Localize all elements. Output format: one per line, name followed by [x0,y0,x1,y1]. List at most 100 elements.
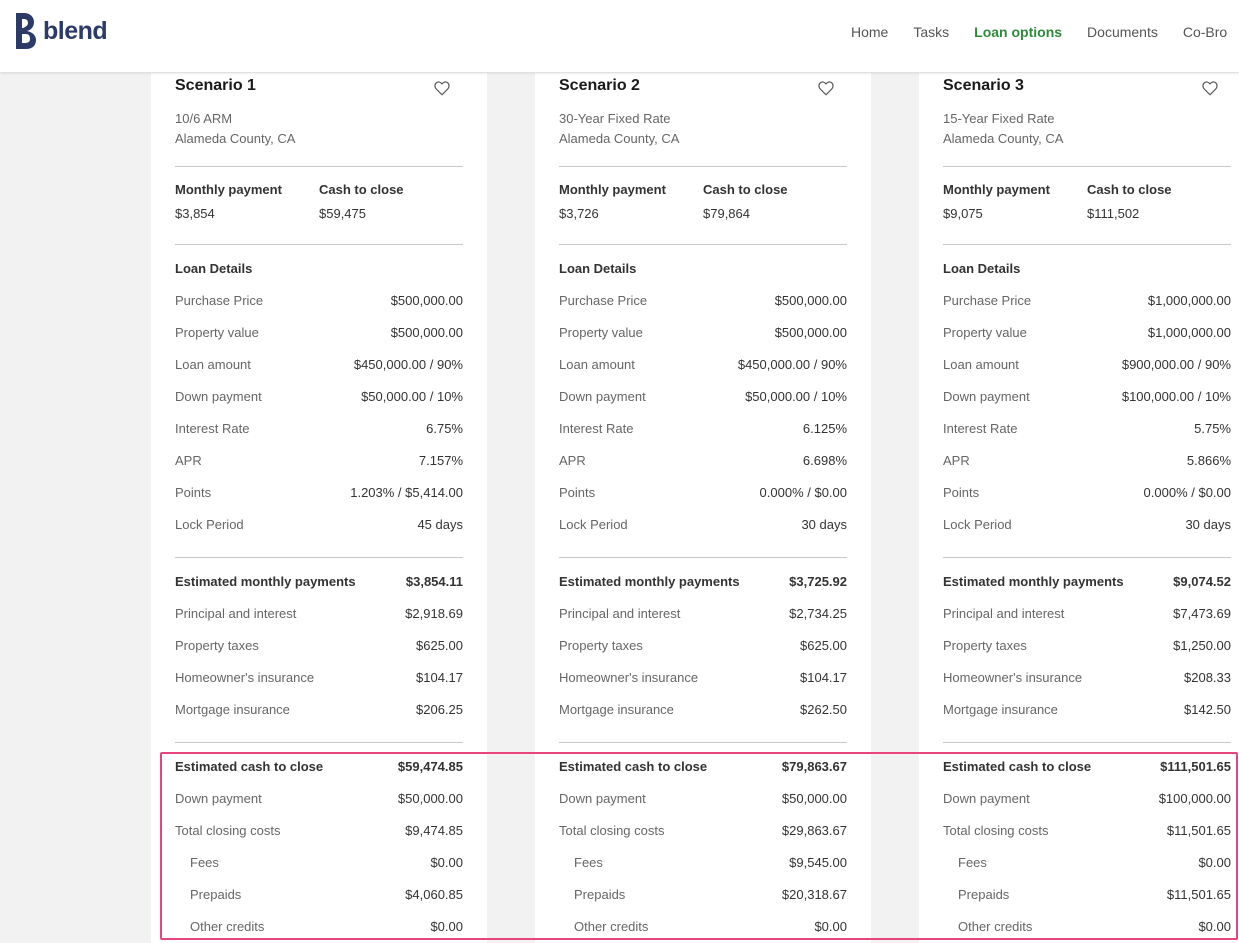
interest-rate-label: Interest Rate [943,421,1018,436]
property-value-label: Property value [175,325,259,340]
fees-row: Fees $0.00 [175,855,463,873]
cash-down-payment-value: $100,000.00 [1158,791,1231,806]
divider [175,742,463,743]
loan-details-heading: Loan Details [175,261,253,276]
nav-co-borrower[interactable]: Co-Bro [1182,24,1228,40]
property-value-label: Property value [943,325,1027,340]
points-value: 0.000% / $0.00 [759,485,847,500]
points-row: Points 0.000% / $0.00 [559,485,847,503]
loan-product: 30-Year Fixed Rate [559,111,671,126]
points-row: Points 0.000% / $0.00 [943,485,1231,503]
divider [943,166,1231,167]
cash-to-close-value: $59,475 [319,206,366,221]
prepaids-label: Prepaids [190,887,242,902]
nav-tasks[interactable]: Tasks [913,24,950,40]
total-closing-costs-label: Total closing costs [175,823,281,838]
lock-period-value: 30 days [1185,517,1231,532]
estimated-cash-to-close-label: Estimated cash to close [559,759,708,774]
property-taxes-value: $625.00 [800,638,847,653]
favorite-heart-icon[interactable] [1201,79,1219,97]
down-payment-label: Down payment [559,389,646,404]
lock-period-value: 45 days [417,517,463,532]
estimated-cash-to-close-value: $79,863.67 [781,759,847,774]
total-closing-costs-row: Total closing costs $11,501.65 [943,823,1231,841]
prepaids-label: Prepaids [958,887,1010,902]
loan-amount-value: $450,000.00 / 90% [353,357,463,372]
interest-rate-value: 6.75% [426,421,463,436]
scenario-title: Scenario 3 [943,77,1024,94]
down-payment-row: Down payment $50,000.00 / 10% [175,389,463,407]
fees-label: Fees [958,855,987,870]
total-closing-costs-row: Total closing costs $9,474.85 [175,823,463,841]
interest-rate-row: Interest Rate 6.125% [559,421,847,439]
fees-value: $0.00 [1198,855,1231,870]
other-credits-value: $0.00 [1198,919,1231,934]
divider [943,742,1231,743]
down-payment-label: Down payment [175,389,262,404]
estimated-cash-to-close-row: Estimated cash to close $79,863.67 [559,759,847,777]
total-closing-costs-label: Total closing costs [943,823,1049,838]
nav-home[interactable]: Home [851,24,889,40]
principal-interest-row: Principal and interest $2,734.25 [559,606,847,624]
monthly-payment-label: Monthly payment [559,182,666,197]
principal-interest-label: Principal and interest [175,606,297,621]
lock-period-label: Lock Period [175,517,244,532]
principal-interest-value: $7,473.69 [1173,606,1231,621]
purchase-price-label: Purchase Price [943,293,1032,308]
prepaids-row: Prepaids $11,501.65 [943,887,1231,905]
mortgage-insurance-value: $206.25 [416,702,463,717]
points-row: Points 1.203% / $5,414.00 [175,485,463,503]
down-payment-row: Down payment $100,000.00 / 10% [943,389,1231,407]
apr-value: 6.698% [802,453,847,468]
favorite-heart-icon[interactable] [817,79,835,97]
property-taxes-row: Property taxes $625.00 [175,638,463,656]
other-credits-row: Other credits $0.00 [559,919,847,937]
loan-amount-value: $900,000.00 / 90% [1121,357,1231,372]
estimated-cash-to-close-row: Estimated cash to close $111,501.65 [943,759,1231,777]
divider [175,166,463,167]
other-credits-value: $0.00 [814,919,847,934]
apr-row: APR 5.866% [943,453,1231,471]
estimated-cash-to-close-row: Estimated cash to close $59,474.85 [175,759,463,777]
nav-loan-options[interactable]: Loan options [974,24,1063,40]
lock-period-row: Lock Period 30 days [559,517,847,535]
lock-period-label: Lock Period [943,517,1012,532]
other-credits-row: Other credits $0.00 [175,919,463,937]
monthly-payment-value: $3,726 [559,206,599,221]
other-credits-label: Other credits [574,919,649,934]
cash-down-payment-value: $50,000.00 [781,791,847,806]
lock-period-row: Lock Period 30 days [943,517,1231,535]
blend-logo[interactable]: blend [12,11,108,51]
other-credits-row: Other credits $0.00 [943,919,1231,937]
homeowners-insurance-row: Homeowner's insurance $104.17 [175,670,463,688]
interest-rate-value: 5.75% [1194,421,1231,436]
homeowners-insurance-value: $208.33 [1184,670,1231,685]
cash-to-close-value: $111,502 [1087,206,1140,221]
divider [943,557,1231,558]
fees-label: Fees [574,855,603,870]
favorite-heart-icon[interactable] [433,79,451,97]
nav-documents[interactable]: Documents [1087,24,1158,40]
estimated-monthly-payments-label: Estimated monthly payments [175,574,356,589]
cash-down-payment-row: Down payment $50,000.00 [559,791,847,809]
points-label: Points [175,485,212,500]
loan-amount-value: $450,000.00 / 90% [737,357,847,372]
interest-rate-value: 6.125% [802,421,847,436]
total-closing-costs-label: Total closing costs [559,823,665,838]
mortgage-insurance-row: Mortgage insurance $142.50 [943,702,1231,720]
interest-rate-row: Interest Rate 6.75% [175,421,463,439]
estimated-monthly-payments-row: Estimated monthly payments $9,074.52 [943,574,1231,592]
estimated-monthly-payments-value: $9,074.52 [1173,574,1231,589]
purchase-price-label: Purchase Price [175,293,264,308]
property-taxes-label: Property taxes [559,638,643,653]
cash-down-payment-row: Down payment $100,000.00 [943,791,1231,809]
apr-value: 7.157% [418,453,463,468]
fees-value: $9,545.00 [789,855,847,870]
blend-logo-icon [16,13,36,49]
property-value-value: $500,000.00 [774,325,847,340]
total-closing-costs-value: $9,474.85 [405,823,463,838]
lock-period-row: Lock Period 45 days [175,517,463,535]
homeowners-insurance-label: Homeowner's insurance [943,670,1083,685]
principal-interest-label: Principal and interest [943,606,1065,621]
prepaids-value: $4,060.85 [405,887,463,902]
